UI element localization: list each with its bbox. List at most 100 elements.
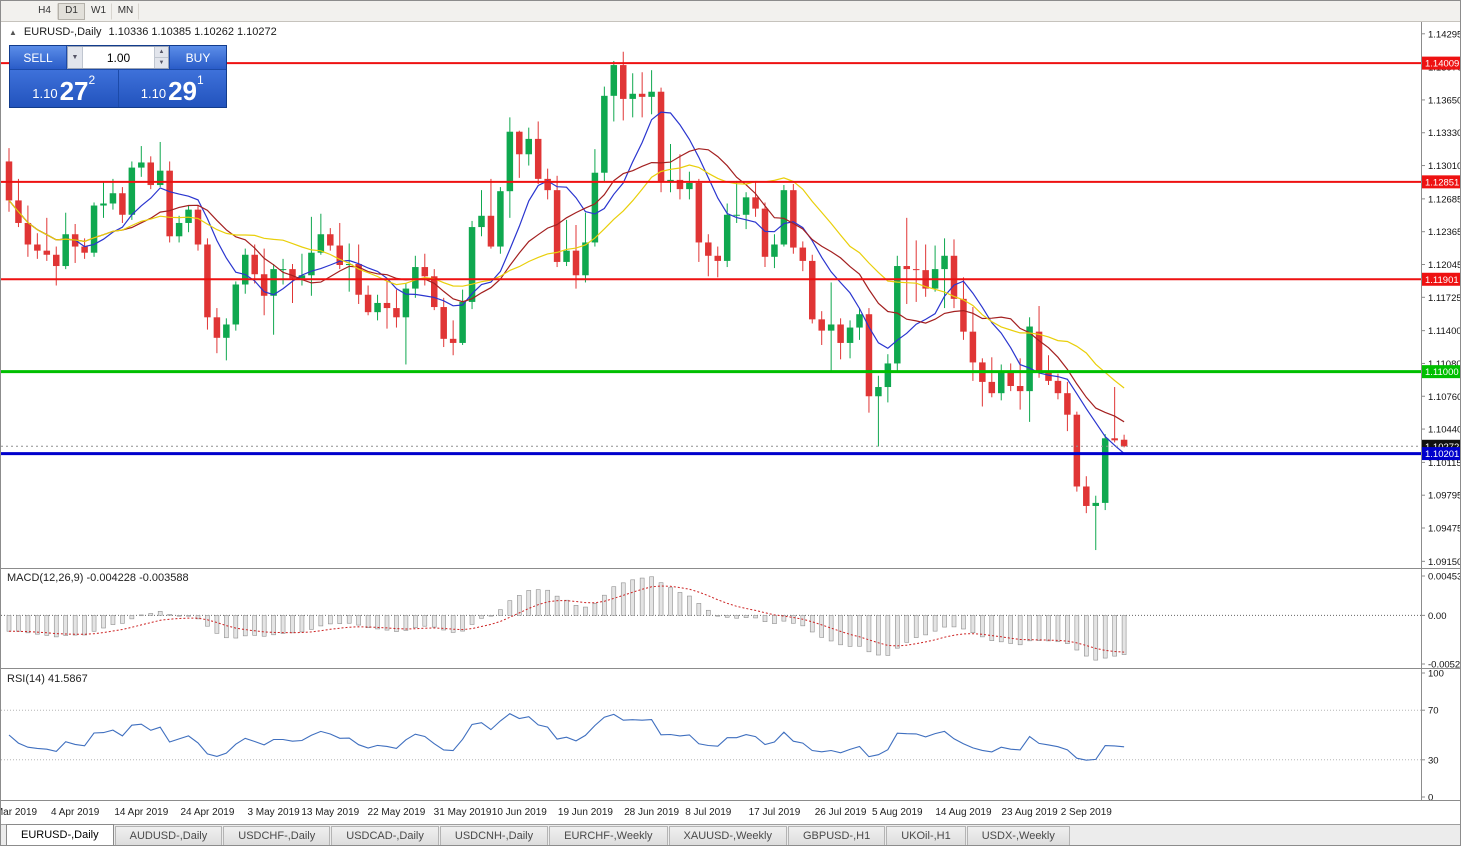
macd-values: -0.004228 -0.003588 [86,572,189,584]
volume-stepper[interactable]: ▼ 1.00 ▲ ▼ [67,46,169,69]
chart-tab-gbpusd-h1[interactable]: GBPUSD-,H1 [787,826,886,845]
svg-text:1.11080: 1.11080 [1428,359,1461,370]
macd-label: MACD(12,26,9) -0.004228 -0.003588 [7,572,189,584]
svg-text:10 Jun 2019: 10 Jun 2019 [492,807,547,818]
spin-down-icon[interactable]: ▼ [155,58,168,68]
svg-text:0: 0 [1428,793,1433,804]
chart-tab-usdx-weekly[interactable]: USDX-,Weekly [966,826,1070,845]
svg-text:19 Jun 2019: 19 Jun 2019 [558,807,613,818]
svg-text:26 Jul 2019: 26 Jul 2019 [815,807,867,818]
chart-ohlc-values: 1.10336 1.10385 1.10262 1.10272 [108,26,277,38]
spin-up-icon[interactable]: ▲ [155,47,168,58]
chart-tab-eurusd-daily[interactable]: EURUSD-,Daily [6,824,114,845]
price-tag-1.11000: 1.11000 [1422,365,1460,379]
svg-text:31 May 2019: 31 May 2019 [434,807,492,818]
svg-text:1.12685: 1.12685 [1428,194,1461,205]
sell-price-sup: 2 [88,73,96,87]
macd-histogram [6,576,1127,661]
svg-text:1.10115: 1.10115 [1428,458,1461,469]
svg-text:1.12045: 1.12045 [1428,260,1461,271]
svg-text:1.13330: 1.13330 [1428,128,1461,139]
sell-price[interactable]: 1.10 27 2 [10,70,119,107]
svg-text:17 Jul 2019: 17 Jul 2019 [749,807,801,818]
timeframe-button-h4[interactable]: H4 [31,2,58,20]
ma-fast-line [8,111,1125,454]
price-tag-1.12851: 1.12851 [1422,175,1460,189]
chart-tab-usdcad-daily[interactable]: USDCAD-,Daily [331,826,439,845]
svg-text:1.12365: 1.12365 [1428,227,1461,238]
rsi-label: RSI(14) 41.5867 [7,673,88,685]
svg-text:1.13010: 1.13010 [1428,161,1461,172]
chart-tab-audusd-daily[interactable]: AUDUSD-,Daily [114,826,223,845]
buy-price[interactable]: 1.10 29 1 [118,70,226,107]
svg-text:2 Sep 2019: 2 Sep 2019 [1061,807,1113,818]
svg-text:0.004536: 0.004536 [1428,572,1461,583]
timeframe-button-w1[interactable]: W1 [85,2,112,20]
svg-text:23 Aug 2019: 23 Aug 2019 [1002,807,1059,818]
macd-signal-line [9,585,1125,653]
svg-text:0.00: 0.00 [1428,611,1447,622]
chart-canvas[interactable]: 1.142951.139701.136501.133301.130101.126… [1,1,1461,826]
svg-text:1.10760: 1.10760 [1428,392,1461,403]
chart-tab-xauusd-weekly[interactable]: XAUUSD-,Weekly [668,826,787,845]
svg-text:1.11901: 1.11901 [1425,275,1459,286]
chart-title: ▲ EURUSD-,Daily 1.10336 1.10385 1.10262 … [9,26,277,38]
ma-mid-line [8,148,1125,423]
chart-tab-usdchf-daily[interactable]: USDCHF-,Daily [223,826,331,845]
buy-button[interactable]: BUY [169,46,226,69]
svg-text:70: 70 [1428,706,1439,717]
chart-symbol-label: EURUSD-,Daily [23,26,102,38]
svg-text:1.11725: 1.11725 [1428,293,1461,304]
sell-price-big: 27 [59,76,89,106]
ma-slow-line [8,164,1125,389]
svg-text:14 Aug 2019: 14 Aug 2019 [935,807,992,818]
svg-text:-0.005205: -0.005205 [1428,660,1461,671]
price-tag-1.14009: 1.14009 [1422,56,1460,70]
timeframe-button-mn[interactable]: MN [112,2,139,20]
svg-text:8 Jul 2019: 8 Jul 2019 [685,807,732,818]
svg-text:1.14009: 1.14009 [1425,59,1459,70]
buy-price-big: 29 [168,76,198,106]
buy-price-prefix: 1.10 [140,86,167,101]
svg-text:1.11400: 1.11400 [1428,326,1461,337]
svg-text:1.10440: 1.10440 [1428,425,1461,436]
chart-tab-usdcnh-daily[interactable]: USDCNH-,Daily [439,826,549,845]
timeframe-button-d1[interactable]: D1 [58,2,85,20]
svg-text:28 Jun 2019: 28 Jun 2019 [624,807,679,818]
svg-text:22 May 2019: 22 May 2019 [368,807,426,818]
volume-spinner[interactable]: ▲ ▼ [154,47,168,68]
svg-text:1.09150: 1.09150 [1428,557,1461,568]
collapse-arrow-icon[interactable]: ▲ [9,27,17,37]
volume-input[interactable]: 1.00 [106,50,131,65]
svg-text:1.14295: 1.14295 [1428,29,1461,40]
sell-button[interactable]: SELL [10,46,67,69]
volume-dropdown-icon[interactable]: ▼ [68,47,83,68]
sell-price-prefix: 1.10 [32,86,58,101]
svg-text:4 Apr 2019: 4 Apr 2019 [51,807,100,818]
svg-text:1.13650: 1.13650 [1428,95,1461,106]
timeframe-toolbar: H4 D1 W1 MN [1,1,1460,22]
svg-text:13 May 2019: 13 May 2019 [301,807,359,818]
chart-tabs: EURUSD-,Daily AUDUSD-,Daily USDCHF-,Daily U… [1,824,1460,845]
macd-title-text: MACD(12,26,9) [7,572,84,584]
svg-text:24 Apr 2019: 24 Apr 2019 [180,807,234,818]
svg-text:100: 100 [1428,669,1444,680]
svg-text:1.11000: 1.11000 [1425,367,1459,378]
buy-price-sup: 1 [197,73,204,87]
one-click-trade-panel: SELL ▼ 1.00 ▲ ▼ BUY 1.10 27 2 1.10 29 1 [9,45,227,108]
svg-text:5 Aug 2019: 5 Aug 2019 [872,807,923,818]
svg-text:1.10201: 1.10201 [1425,449,1459,460]
chart-tab-eurchf-weekly[interactable]: EURCHF-,Weekly [549,826,668,845]
rsi-value: 41.5867 [47,673,88,685]
candles-group [5,51,1128,551]
svg-text:30: 30 [1428,755,1439,766]
svg-text:3 May 2019: 3 May 2019 [247,807,300,818]
svg-text:1.09475: 1.09475 [1428,524,1461,535]
price-tag-1.10201: 1.10201 [1422,447,1460,461]
rsi-title-text: RSI(14) [7,673,45,685]
chart-tab-ukoil-h1[interactable]: UKOil-,H1 [886,826,966,845]
rsi-line [8,713,1125,761]
svg-text:1.12851: 1.12851 [1425,177,1459,188]
price-tag-1.11901: 1.11901 [1422,272,1460,286]
